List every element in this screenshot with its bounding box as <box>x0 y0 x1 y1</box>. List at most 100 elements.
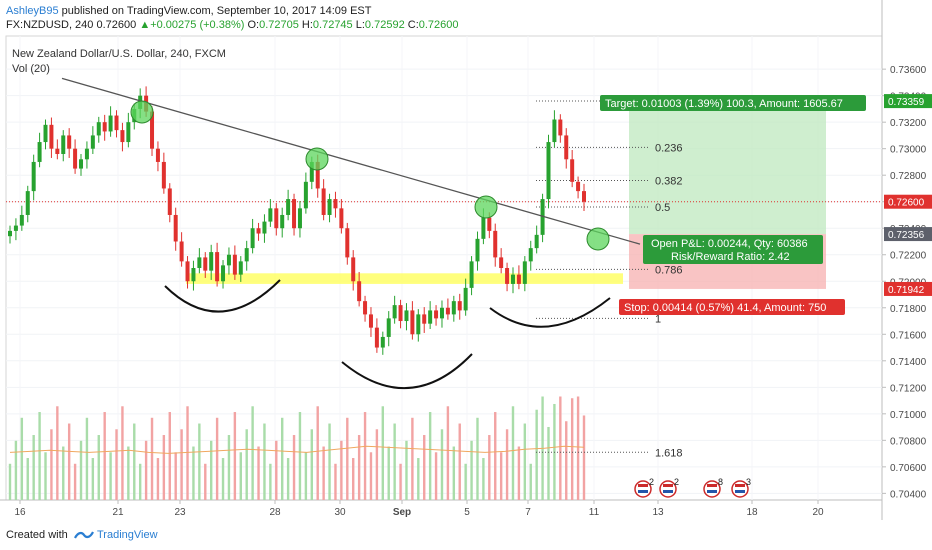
economic-event-flag-icon[interactable]: 2 <box>634 477 654 498</box>
volume-bar <box>357 435 361 500</box>
price-tick-label: 0.70600 <box>890 463 927 474</box>
price-tick-label: 0.73000 <box>890 145 927 156</box>
flag-stripe <box>638 490 648 493</box>
close-label: C: <box>407 19 419 31</box>
economic-events[interactable]: 2 2 8 3 <box>634 477 751 498</box>
volume-bar <box>44 452 47 500</box>
economic-event-flag-icon[interactable]: 8 <box>703 477 723 498</box>
candle-body <box>173 214 178 242</box>
candle-body <box>439 307 444 319</box>
candle-body <box>475 238 480 262</box>
candle-body <box>114 115 119 131</box>
candle-body <box>226 254 231 266</box>
candle-body <box>493 230 498 258</box>
candle-body <box>209 252 214 271</box>
time-tick-label: 20 <box>812 507 824 518</box>
candle-body <box>339 208 344 229</box>
volume-bar <box>446 406 450 500</box>
event-count: 3 <box>746 477 751 487</box>
volume-bar <box>582 415 586 500</box>
volume-bar <box>127 446 130 500</box>
target-label-bg <box>600 95 866 111</box>
candle-body <box>505 268 510 284</box>
candle-body <box>8 230 12 237</box>
price-badge-label: 0.72600 <box>888 198 925 209</box>
candle-body <box>37 142 42 162</box>
candle-body <box>79 159 84 169</box>
volume-bar <box>67 423 71 500</box>
price-tick-label: 0.70800 <box>890 436 927 447</box>
author-link[interactable]: AshleyB95 <box>6 5 59 17</box>
candle-body <box>197 257 202 268</box>
time-tick-label: 7 <box>525 507 531 518</box>
economic-event-flag-icon[interactable]: 2 <box>659 477 679 498</box>
volume-bar <box>482 458 485 500</box>
time-tick-label: 23 <box>174 507 186 518</box>
price-badge <box>884 94 932 109</box>
volume-legend: Vol (20) <box>12 63 50 75</box>
volume-bar <box>559 396 562 500</box>
tradingview-brand[interactable]: TradingView <box>97 529 158 541</box>
candle-body <box>256 228 261 234</box>
volume-bar <box>352 458 355 500</box>
volume-bar <box>505 429 509 500</box>
price-tick-label: 0.72800 <box>890 171 927 182</box>
candle-body <box>232 254 237 275</box>
volume-bar <box>452 446 456 500</box>
candle-body <box>84 148 89 160</box>
candle-body <box>522 261 527 284</box>
candle-body <box>286 199 291 215</box>
volume-bar <box>375 429 379 500</box>
support-band <box>186 273 623 284</box>
volume-bar <box>281 417 284 500</box>
candle-body <box>274 208 279 229</box>
economic-event-flag-icon[interactable]: 3 <box>731 477 751 498</box>
candle-body <box>215 252 220 282</box>
candle-body <box>280 214 285 229</box>
published-text: published on TradingView.com, September … <box>58 5 372 17</box>
candle-body <box>31 161 36 192</box>
head-arc <box>341 353 473 390</box>
candle-body <box>73 148 78 169</box>
candle-body <box>582 191 586 202</box>
price-tick-label: 0.71200 <box>890 383 927 394</box>
volume-bar <box>399 463 402 500</box>
volume-bar <box>239 452 242 500</box>
time-tick-label: 16 <box>14 507 26 518</box>
time-axis[interactable]: 16 21 23 28 30 Sep 5 7 11 13 18 20 <box>14 500 824 518</box>
volume-bar <box>340 440 343 500</box>
target-label: Target: 0.01003 (1.39%) 100.3, Amount: 1… <box>605 98 843 110</box>
volume-bar <box>62 446 65 500</box>
touch-point-marker <box>474 195 498 219</box>
price-axis[interactable]: 0.736000.734000.732000.730000.728000.726… <box>882 65 932 500</box>
price-badge-label: 0.73359 <box>888 97 925 108</box>
volume-bar <box>204 463 207 500</box>
up-arrow-icon: ▲ <box>139 19 151 31</box>
candle-body <box>434 310 439 319</box>
candle-body <box>303 181 308 209</box>
candle-body <box>428 310 433 324</box>
volume-bar <box>411 417 414 500</box>
volume-bar <box>322 446 325 500</box>
volume-bar <box>103 412 106 500</box>
candle-body <box>463 287 468 311</box>
volume-bar <box>227 435 231 500</box>
candle-body <box>150 111 155 149</box>
volume-bar <box>346 417 349 500</box>
time-tick-label: 28 <box>269 507 281 518</box>
volume-bar <box>387 446 390 500</box>
candle-body <box>25 191 30 215</box>
volume-bar <box>535 409 538 500</box>
event-count: 8 <box>718 477 723 487</box>
fib-label: 1 <box>655 313 661 325</box>
time-tick-label: Sep <box>393 507 411 518</box>
candle-body <box>203 257 208 271</box>
candle-body <box>315 161 320 189</box>
volume-bar <box>547 426 550 500</box>
volume-bar <box>470 440 473 500</box>
tradingview-logo-icon[interactable] <box>74 528 94 545</box>
open-value: 0.72705 <box>259 19 299 31</box>
volume-bar <box>144 440 148 500</box>
volume-bar <box>245 429 248 500</box>
